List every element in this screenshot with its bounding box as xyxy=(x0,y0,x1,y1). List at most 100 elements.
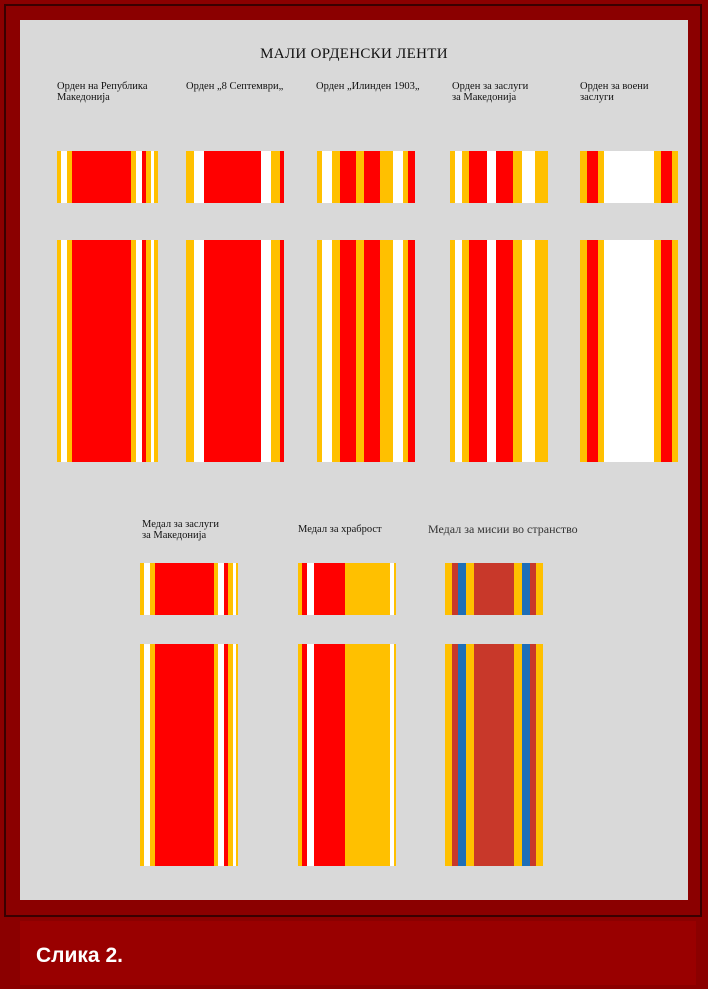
ribbon-stripe xyxy=(597,151,604,203)
ribbon-stripe xyxy=(149,644,155,866)
ribbon-stripe xyxy=(654,151,662,203)
small-ribbon xyxy=(298,563,396,615)
ribbon-stripe xyxy=(154,151,158,203)
ribbon-stripe xyxy=(390,563,395,615)
ribbon-stripe xyxy=(149,563,155,615)
ribbon-stripe xyxy=(672,240,678,462)
ribbon-label: Орден „Илинден 1903„ xyxy=(316,81,420,92)
ribbon-stripe xyxy=(535,151,548,203)
ribbon-stripe xyxy=(462,240,469,462)
ribbon-stripe xyxy=(143,563,150,615)
ribbon-stripe xyxy=(469,240,487,462)
ribbon-stripe xyxy=(332,151,340,203)
ribbon-stripe xyxy=(580,240,587,462)
page-frame xyxy=(4,4,702,917)
ribbon-stripe xyxy=(522,151,535,203)
ribbon-stripe xyxy=(390,644,395,866)
ribbon-stripe xyxy=(380,151,393,203)
ribbon-stripe xyxy=(136,240,143,462)
ribbon-stripe xyxy=(450,151,455,203)
ribbon-stripe xyxy=(271,151,280,203)
ribbon-stripe xyxy=(301,563,307,615)
large-ribbon xyxy=(445,644,543,866)
small-ribbon xyxy=(57,151,158,203)
ribbon-stripe xyxy=(140,644,144,866)
ribbon-stripe xyxy=(356,151,364,203)
large-ribbon xyxy=(186,240,284,462)
ribbon-stripe xyxy=(280,240,284,462)
ribbon-stripe xyxy=(151,151,155,203)
ribbon-stripe xyxy=(317,240,322,462)
ribbon-label: Орден за воени заслуги xyxy=(580,81,649,103)
ribbon-stripe xyxy=(146,151,152,203)
ribbon-stripe xyxy=(487,240,496,462)
ribbon-stripe xyxy=(450,240,455,462)
ribbon-stripe xyxy=(213,563,219,615)
ribbon-stripe xyxy=(66,151,72,203)
ribbon-label: Медал за храброст xyxy=(298,524,382,535)
ribbon-stripe xyxy=(322,151,332,203)
ribbon-stripe xyxy=(445,644,453,866)
ribbon-stripe xyxy=(131,151,137,203)
ribbon-stripe xyxy=(364,151,380,203)
ribbon-stripe xyxy=(522,240,535,462)
ribbon-stripe xyxy=(154,563,214,615)
ribbon-stripe xyxy=(513,240,522,462)
ribbon-stripe xyxy=(513,151,522,203)
ribbon-stripe xyxy=(466,563,474,615)
ribbon-stripe xyxy=(142,240,147,462)
ribbon-stripe xyxy=(597,240,604,462)
ribbon-stripe xyxy=(57,240,61,462)
ribbon-stripe xyxy=(408,151,415,203)
ribbon-stripe xyxy=(521,644,530,866)
ribbon-label: Орден „8 Септември„ xyxy=(186,81,284,92)
ribbon-stripe xyxy=(340,240,356,462)
ribbon-stripe xyxy=(261,151,271,203)
ribbon-stripe xyxy=(394,644,396,866)
ribbon-stripe xyxy=(466,644,474,866)
caption-bar xyxy=(20,921,696,985)
large-ribbon xyxy=(140,644,238,866)
ribbon-stripe xyxy=(66,240,72,462)
ribbon-stripe xyxy=(445,563,453,615)
ribbon-stripe xyxy=(535,563,543,615)
ribbon-stripe xyxy=(529,563,536,615)
ribbon-stripe xyxy=(458,563,467,615)
ribbon-stripe xyxy=(71,151,132,203)
ribbon-stripe xyxy=(218,563,225,615)
ribbon-stripe xyxy=(261,240,271,462)
ribbon-stripe xyxy=(186,151,194,203)
large-ribbon xyxy=(450,240,548,462)
ribbon-stripe xyxy=(535,644,543,866)
ribbon-stripe xyxy=(140,563,144,615)
ribbon-stripe xyxy=(603,240,655,462)
ribbon-stripe xyxy=(71,240,132,462)
ribbon-label: Орден за заслуги за Македонија xyxy=(452,81,529,103)
ribbon-stripe xyxy=(298,644,302,866)
ribbon-stripe xyxy=(345,563,391,615)
ribbon-stripe xyxy=(586,240,598,462)
small-ribbon xyxy=(580,151,678,203)
large-ribbon xyxy=(57,240,158,462)
ribbon-stripe xyxy=(496,151,513,203)
ribbon-stripe xyxy=(345,644,391,866)
ribbon-stripe xyxy=(521,563,530,615)
small-ribbon xyxy=(140,563,238,615)
ribbon-stripe xyxy=(154,644,214,866)
ribbon-stripe xyxy=(280,151,284,203)
ribbon-stripe xyxy=(452,644,459,866)
ribbon-stripe xyxy=(452,563,459,615)
ribbon-stripe xyxy=(535,240,548,462)
ribbon-stripe xyxy=(146,240,152,462)
figure-caption: Слика 2. xyxy=(36,944,123,967)
ribbon-stripe xyxy=(340,151,356,203)
ribbon-stripe xyxy=(469,151,487,203)
ribbon-stripe xyxy=(496,240,513,462)
small-ribbon xyxy=(450,151,548,203)
ribbon-stripe xyxy=(580,151,587,203)
ribbon-label: Орден на Република Македонија xyxy=(57,81,148,103)
ribbon-stripe xyxy=(204,240,261,462)
ribbon-stripe xyxy=(455,151,462,203)
ribbon-stripe xyxy=(393,151,403,203)
ribbon-stripe xyxy=(306,644,314,866)
